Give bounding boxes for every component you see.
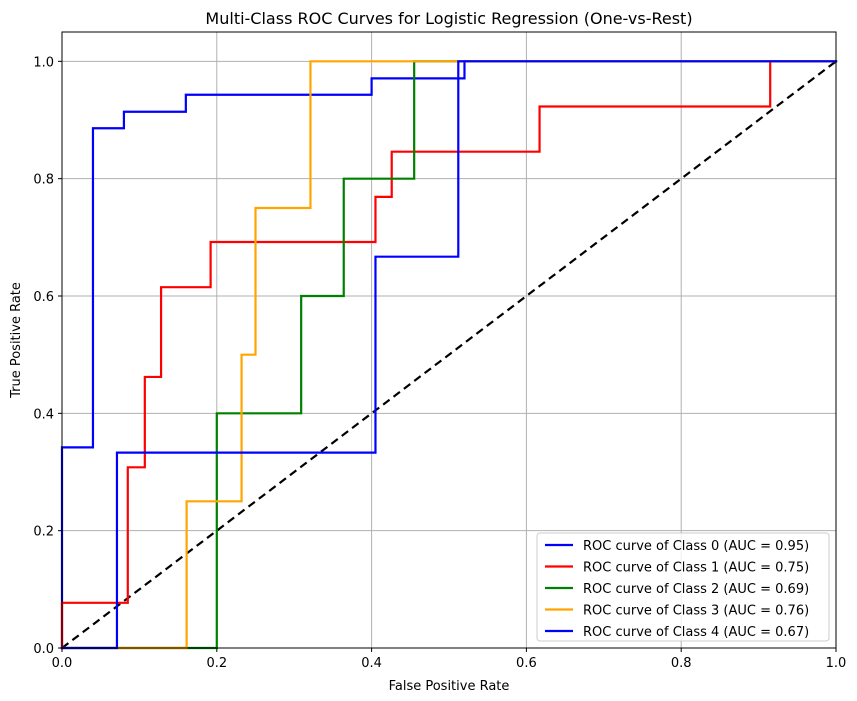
roc-curve-class-4: [60, 60, 838, 650]
x-tick-label: 0.6: [516, 656, 537, 671]
roc-curve-class-3: [60, 60, 838, 650]
y-tick-label: 0.0: [33, 642, 54, 657]
legend-label-class-1: ROC curve of Class 1 (AUC = 0.75): [583, 561, 809, 576]
series-group: [60, 60, 838, 650]
y-tick-label: 0.6: [33, 290, 54, 305]
x-tick-label: 0.4: [361, 656, 382, 671]
diagonal-chance-line: [61, 60, 837, 649]
legend-label-class-0: ROC curve of Class 0 (AUC = 0.95): [583, 539, 809, 554]
y-axis-label: True Positive Rate: [9, 282, 24, 399]
roc-curve-class-1: [60, 60, 838, 650]
y-tick-label: 0.4: [33, 407, 54, 422]
legend-box: [536, 532, 830, 642]
legend: ROC curve of Class 0 (AUC = 0.95) ROC cur…: [536, 532, 830, 642]
y-tick-label: 0.2: [33, 525, 54, 540]
y-tick-label: 0.8: [33, 173, 54, 188]
y-tick-label: 1.0: [33, 55, 54, 70]
x-tick-label: 0.8: [671, 656, 692, 671]
diagonal-reference: [61, 60, 837, 649]
legend-label-class-2: ROC curve of Class 2 (AUC = 0.69): [583, 582, 809, 597]
x-axis-ticks: 0.0 0.2 0.4 0.6 0.8 1.0: [52, 648, 847, 671]
chart-title: Multi-Class ROC Curves for Logistic Regr…: [205, 9, 692, 28]
y-axis-ticks: 0.0 0.2 0.4 0.6 0.8 1.0: [33, 55, 62, 657]
legend-label-class-4: ROC curve of Class 4 (AUC = 0.67): [583, 625, 809, 640]
x-axis-label: False Positive Rate: [389, 679, 510, 694]
x-tick-label: 0.2: [206, 656, 227, 671]
x-tick-label: 1.0: [826, 656, 847, 671]
grid-lines: [61, 32, 837, 649]
legend-items: ROC curve of Class 0 (AUC = 0.95) ROC cur…: [545, 539, 809, 640]
legend-label-class-3: ROC curve of Class 3 (AUC = 0.76): [583, 604, 809, 619]
roc-curve-class-2: [60, 60, 838, 650]
plot-frame: [61, 31, 837, 649]
roc-curve-class-0: [60, 60, 838, 650]
x-tick-label: 0.0: [52, 656, 73, 671]
